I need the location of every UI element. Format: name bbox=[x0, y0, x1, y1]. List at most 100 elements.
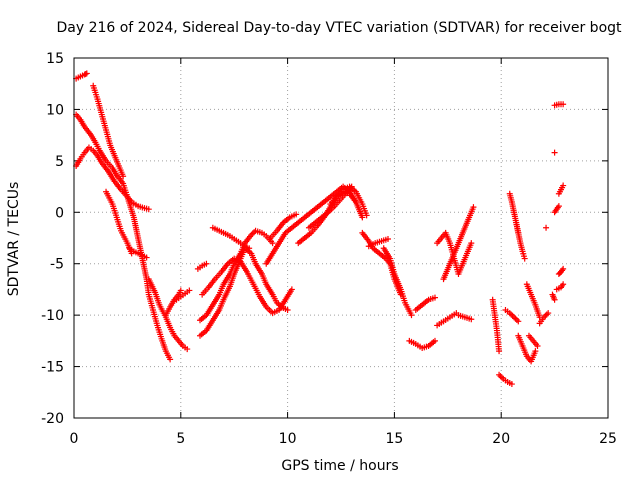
series-arc-i bbox=[173, 287, 193, 303]
data-point bbox=[186, 287, 193, 294]
y-tick-label: -5 bbox=[50, 257, 64, 273]
data-point bbox=[560, 265, 567, 272]
data-point bbox=[560, 101, 567, 108]
data-point bbox=[545, 310, 552, 317]
data-point bbox=[384, 236, 391, 243]
data-point bbox=[167, 356, 174, 363]
data-point bbox=[431, 337, 438, 344]
series-arc-zd bbox=[496, 371, 515, 388]
data-point bbox=[470, 204, 477, 211]
series-arc-m bbox=[199, 255, 295, 317]
data-point bbox=[521, 255, 528, 262]
data-point bbox=[508, 381, 515, 388]
series-arc-zr bbox=[555, 182, 567, 197]
data-point bbox=[560, 182, 567, 189]
series-arc-zp bbox=[553, 281, 567, 293]
data-point bbox=[551, 149, 558, 156]
data-point bbox=[497, 373, 504, 380]
data-point bbox=[284, 307, 291, 313]
series-arc-s bbox=[327, 183, 370, 219]
data-point bbox=[532, 348, 539, 355]
data-point bbox=[359, 214, 366, 221]
data-point bbox=[203, 260, 210, 267]
series-arc-zc bbox=[489, 296, 503, 355]
y-axis-label: SDTVAR / TECUs bbox=[6, 182, 22, 297]
data-point bbox=[246, 245, 253, 252]
data-point bbox=[508, 311, 515, 318]
data-point bbox=[551, 296, 558, 303]
x-tick-labels: 0 5 10 15 20 25 bbox=[70, 431, 617, 447]
data-point bbox=[543, 311, 550, 318]
series-arc-d bbox=[73, 144, 152, 213]
series-arc-zq bbox=[555, 265, 567, 277]
data-point bbox=[560, 281, 567, 288]
series-arc-l bbox=[197, 227, 276, 324]
series-arc-e bbox=[103, 188, 135, 257]
data-points bbox=[73, 70, 567, 388]
series-arc-f bbox=[126, 245, 150, 261]
y-tick-label: 0 bbox=[55, 205, 64, 221]
plot-frame bbox=[73, 57, 609, 419]
data-point bbox=[120, 173, 127, 180]
data-point bbox=[513, 316, 520, 323]
data-point bbox=[468, 240, 475, 247]
data-point bbox=[509, 312, 516, 319]
data-point bbox=[498, 374, 505, 381]
data-point bbox=[555, 203, 562, 210]
series-arc-p bbox=[267, 211, 300, 241]
data-point bbox=[177, 287, 184, 294]
data-point bbox=[145, 206, 152, 213]
ticks bbox=[73, 57, 609, 419]
series-arc-a bbox=[73, 70, 90, 82]
series-arc-za bbox=[440, 204, 477, 283]
series-arc-z bbox=[434, 229, 475, 277]
data-point bbox=[543, 224, 550, 231]
y-tick-label: 10 bbox=[46, 102, 64, 118]
data-point bbox=[468, 316, 475, 323]
data-point bbox=[496, 348, 503, 355]
series-arc-k bbox=[197, 245, 291, 339]
y-tick-labels: -20 -15 -10 -5 0 5 10 15 bbox=[41, 51, 64, 427]
data-point bbox=[431, 294, 438, 301]
y-tick-label: -20 bbox=[41, 411, 64, 427]
series-arc-ze bbox=[502, 307, 522, 325]
series-arc-zh bbox=[515, 332, 539, 365]
x-axis-label: GPS time / hours bbox=[281, 458, 398, 474]
data-point bbox=[512, 315, 519, 322]
series-arc-zm bbox=[549, 291, 558, 303]
series-arc-y bbox=[434, 310, 460, 329]
data-point bbox=[269, 240, 276, 247]
x-tick-label: 10 bbox=[279, 431, 297, 447]
data-point bbox=[496, 371, 503, 378]
data-point bbox=[143, 254, 150, 261]
data-point bbox=[515, 318, 522, 325]
series-arc-u bbox=[365, 236, 391, 250]
series-arc-r bbox=[305, 183, 355, 231]
x-tick-label: 20 bbox=[492, 431, 510, 447]
series-arc-n bbox=[209, 224, 253, 252]
data-point bbox=[352, 199, 359, 205]
series-arc-zk bbox=[536, 310, 552, 327]
series-arc-v bbox=[380, 245, 415, 319]
x-tick-label: 0 bbox=[70, 431, 79, 447]
data-point bbox=[288, 286, 295, 293]
x-tick-label: 25 bbox=[599, 431, 617, 447]
series-arc-w bbox=[406, 337, 438, 352]
data-point bbox=[83, 70, 90, 77]
series-arc-zb bbox=[455, 312, 475, 323]
series-arc-zi bbox=[523, 281, 543, 321]
y-tick-label: 5 bbox=[55, 154, 64, 170]
y-tick-label: -10 bbox=[41, 308, 64, 324]
x-tick-label: 5 bbox=[176, 431, 185, 447]
series-arc-zo bbox=[551, 149, 558, 156]
data-point bbox=[293, 211, 300, 218]
series-arc-zn bbox=[551, 203, 562, 216]
data-point bbox=[251, 229, 258, 236]
series-arc-zg bbox=[513, 219, 528, 262]
data-point bbox=[363, 212, 370, 219]
series-arc-zl bbox=[543, 224, 550, 231]
y-tick-label: -15 bbox=[41, 360, 64, 376]
y-tick-label: 15 bbox=[46, 51, 64, 67]
series-arc-x bbox=[412, 294, 438, 313]
